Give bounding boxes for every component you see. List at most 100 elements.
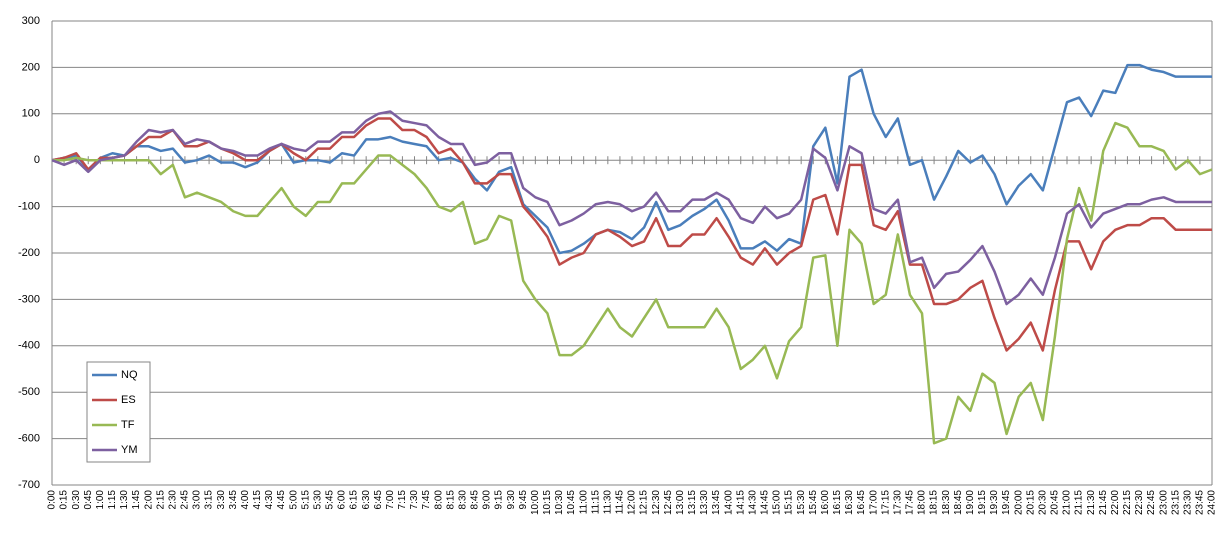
x-tick-label: 3:30 [216,490,227,510]
y-tick-label: -100 [18,201,40,213]
x-tick-label: 8:45 [470,490,481,510]
x-tick-label: 9:45 [518,490,529,510]
x-tick-label: 15:00 [772,490,783,515]
x-tick-label: 10:45 [566,490,577,515]
x-tick-label: 5:30 [312,490,323,510]
x-tick-label: 5:00 [288,490,299,510]
x-tick-label: 4:30 [264,490,275,510]
x-tick-label: 8:15 [445,490,456,510]
x-tick-label: 19:45 [1001,490,1012,515]
x-tick-label: 13:45 [711,490,722,515]
x-tick-label: 12:45 [663,490,674,515]
x-tick-label: 3:45 [228,490,239,510]
x-tick-label: 0:45 [83,490,94,510]
x-tick-label: 15:30 [796,490,807,515]
x-tick-label: 23:45 [1195,490,1206,515]
x-tick-label: 22:15 [1122,490,1133,515]
x-tick-label: 12:15 [639,490,650,515]
x-tick-label: 18:30 [941,490,952,515]
x-tick-label: 15:45 [808,490,819,515]
x-tick-label: 7:15 [397,490,408,510]
x-tick-label: 18:00 [917,490,928,515]
x-tick-label: 2:45 [180,490,191,510]
x-tick-label: 11:00 [578,490,589,515]
x-tick-label: 19:15 [977,490,988,515]
x-tick-label: 5:45 [325,490,336,510]
x-tick-label: 1:00 [95,490,106,510]
x-tick-label: 2:15 [155,490,166,510]
y-tick-label: 200 [22,61,40,73]
series-line [51,110,1212,306]
x-tick-label: 3:00 [192,490,203,510]
x-tick-label: 17:00 [868,490,879,515]
y-tick-label: -400 [18,340,40,352]
x-tick-label: 22:45 [1146,490,1157,515]
x-tick-label: 21:30 [1086,490,1097,515]
x-tick-label: 21:15 [1074,490,1085,515]
x-tick-label: 20:15 [1025,490,1036,515]
x-tick-label: 23:00 [1158,490,1169,515]
x-tick-label: 20:00 [1013,490,1024,515]
x-tick-label: 6:15 [349,490,360,510]
x-tick-label: 14:15 [735,490,746,515]
x-tick-label: 13:30 [699,490,710,515]
y-tick-label: 0 [34,154,40,166]
legend-label: TF [121,419,135,431]
x-tick-label: 21:00 [1062,490,1073,515]
x-tick-label: 7:30 [409,490,420,510]
x-tick-label: 20:45 [1050,490,1061,515]
x-tick-label: 0:15 [59,490,70,510]
x-tick-label: 23:30 [1182,490,1193,515]
x-tick-label: 16:30 [844,490,855,515]
x-tick-label: 14:00 [723,490,734,515]
x-tick-label: 4:00 [240,490,251,510]
x-tick-label: 2:30 [167,490,178,510]
x-tick-label: 17:15 [880,490,891,515]
x-tick-label: 22:00 [1110,490,1121,515]
x-tick-label: 6:00 [337,490,348,510]
x-tick-label: 20:30 [1037,490,1048,515]
x-tick-label: 17:30 [892,490,903,515]
x-tick-label: 16:45 [856,490,867,515]
x-tick-label: 17:45 [905,490,916,515]
x-tick-label: 19:30 [989,490,1000,515]
legend-label: NQ [121,369,138,381]
x-tick-label: 5:15 [300,490,311,510]
series-line [51,117,1212,352]
x-tick-label: 13:15 [687,490,698,515]
x-tick-label: 0:00 [47,490,58,510]
x-tick-label: 8:00 [433,490,444,510]
x-tick-label: 14:45 [760,490,771,515]
y-tick-label: -300 [18,293,40,305]
x-tick-label: 11:30 [602,490,613,515]
legend-label: ES [121,394,136,406]
x-tick-label: 1:45 [131,490,142,510]
x-tick-label: 16:00 [820,490,831,515]
x-tick-label: 2:00 [143,490,154,510]
x-tick-label: 18:45 [953,490,964,515]
x-tick-label: 9:30 [506,490,517,510]
x-tick-label: 18:15 [929,490,940,515]
x-tick-label: 0:30 [71,490,82,510]
series-line [52,121,1213,445]
x-tick-label: 9:00 [482,490,493,510]
x-tick-label: 19:00 [965,490,976,515]
y-tick-label: -700 [18,479,40,491]
x-tick-label: 16:15 [832,490,843,515]
x-tick-label: 7:00 [385,490,396,510]
x-tick-label: 14:30 [747,490,758,515]
y-tick-label: 100 [22,108,40,120]
x-tick-label: 6:30 [361,490,372,510]
x-tick-label: 12:00 [627,490,638,515]
x-tick-label: 3:15 [204,490,215,510]
y-tick-label: 300 [22,15,40,27]
x-tick-label: 11:45 [615,490,626,515]
x-tick-label: 24:00 [1207,490,1218,515]
x-tick-label: 10:15 [542,490,553,515]
x-tick-label: 4:45 [276,490,287,510]
legend-label: YM [121,444,138,456]
x-tick-label: 13:00 [675,490,686,515]
x-tick-label: 23:15 [1170,490,1181,515]
x-tick-label: 22:30 [1134,490,1145,515]
